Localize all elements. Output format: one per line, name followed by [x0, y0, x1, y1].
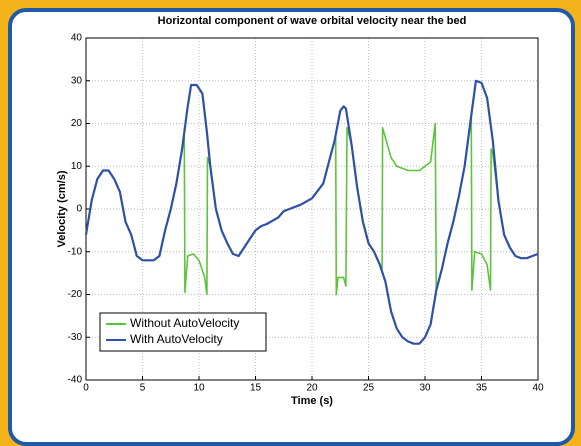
y-tick-label: -30: [68, 332, 83, 343]
x-tick-label: 20: [306, 383, 318, 394]
y-tick-label: 40: [71, 33, 83, 44]
series-line: [84, 79, 539, 345]
x-tick-label: 25: [363, 383, 375, 394]
x-tick-label: 0: [83, 383, 89, 394]
y-tick-label: 20: [71, 118, 83, 129]
x-tick-label: 30: [419, 383, 431, 394]
y-tick-label: -20: [68, 289, 83, 300]
y-tick-label: 10: [71, 161, 83, 172]
x-axis-label: Time (s): [291, 395, 333, 407]
x-tick-label: 40: [532, 383, 544, 394]
page: {"chart_data": {"type": "line", "title":…: [8, 8, 575, 446]
x-tick-label: 15: [250, 383, 262, 394]
y-tick-label: 30: [71, 75, 83, 86]
x-tick-label: 35: [476, 383, 488, 394]
legend-box: [99, 312, 267, 352]
y-tick-label: 0: [76, 204, 82, 215]
y-tick-label: -40: [68, 375, 83, 386]
y-tick-label: -10: [68, 246, 83, 257]
plot-frame: [85, 37, 539, 381]
x-tick-label: 5: [140, 383, 146, 394]
chart: Horizontal component of wave orbital vel…: [56, 15, 544, 407]
x-tick-label: 10: [193, 383, 205, 394]
y-axis-label: Velocity (cm/s): [56, 170, 68, 247]
legend-label: With AutoVelocity: [130, 332, 223, 346]
legend-label: Without AutoVelocity: [130, 316, 239, 330]
chart-title: Horizontal component of wave orbital vel…: [158, 15, 467, 27]
